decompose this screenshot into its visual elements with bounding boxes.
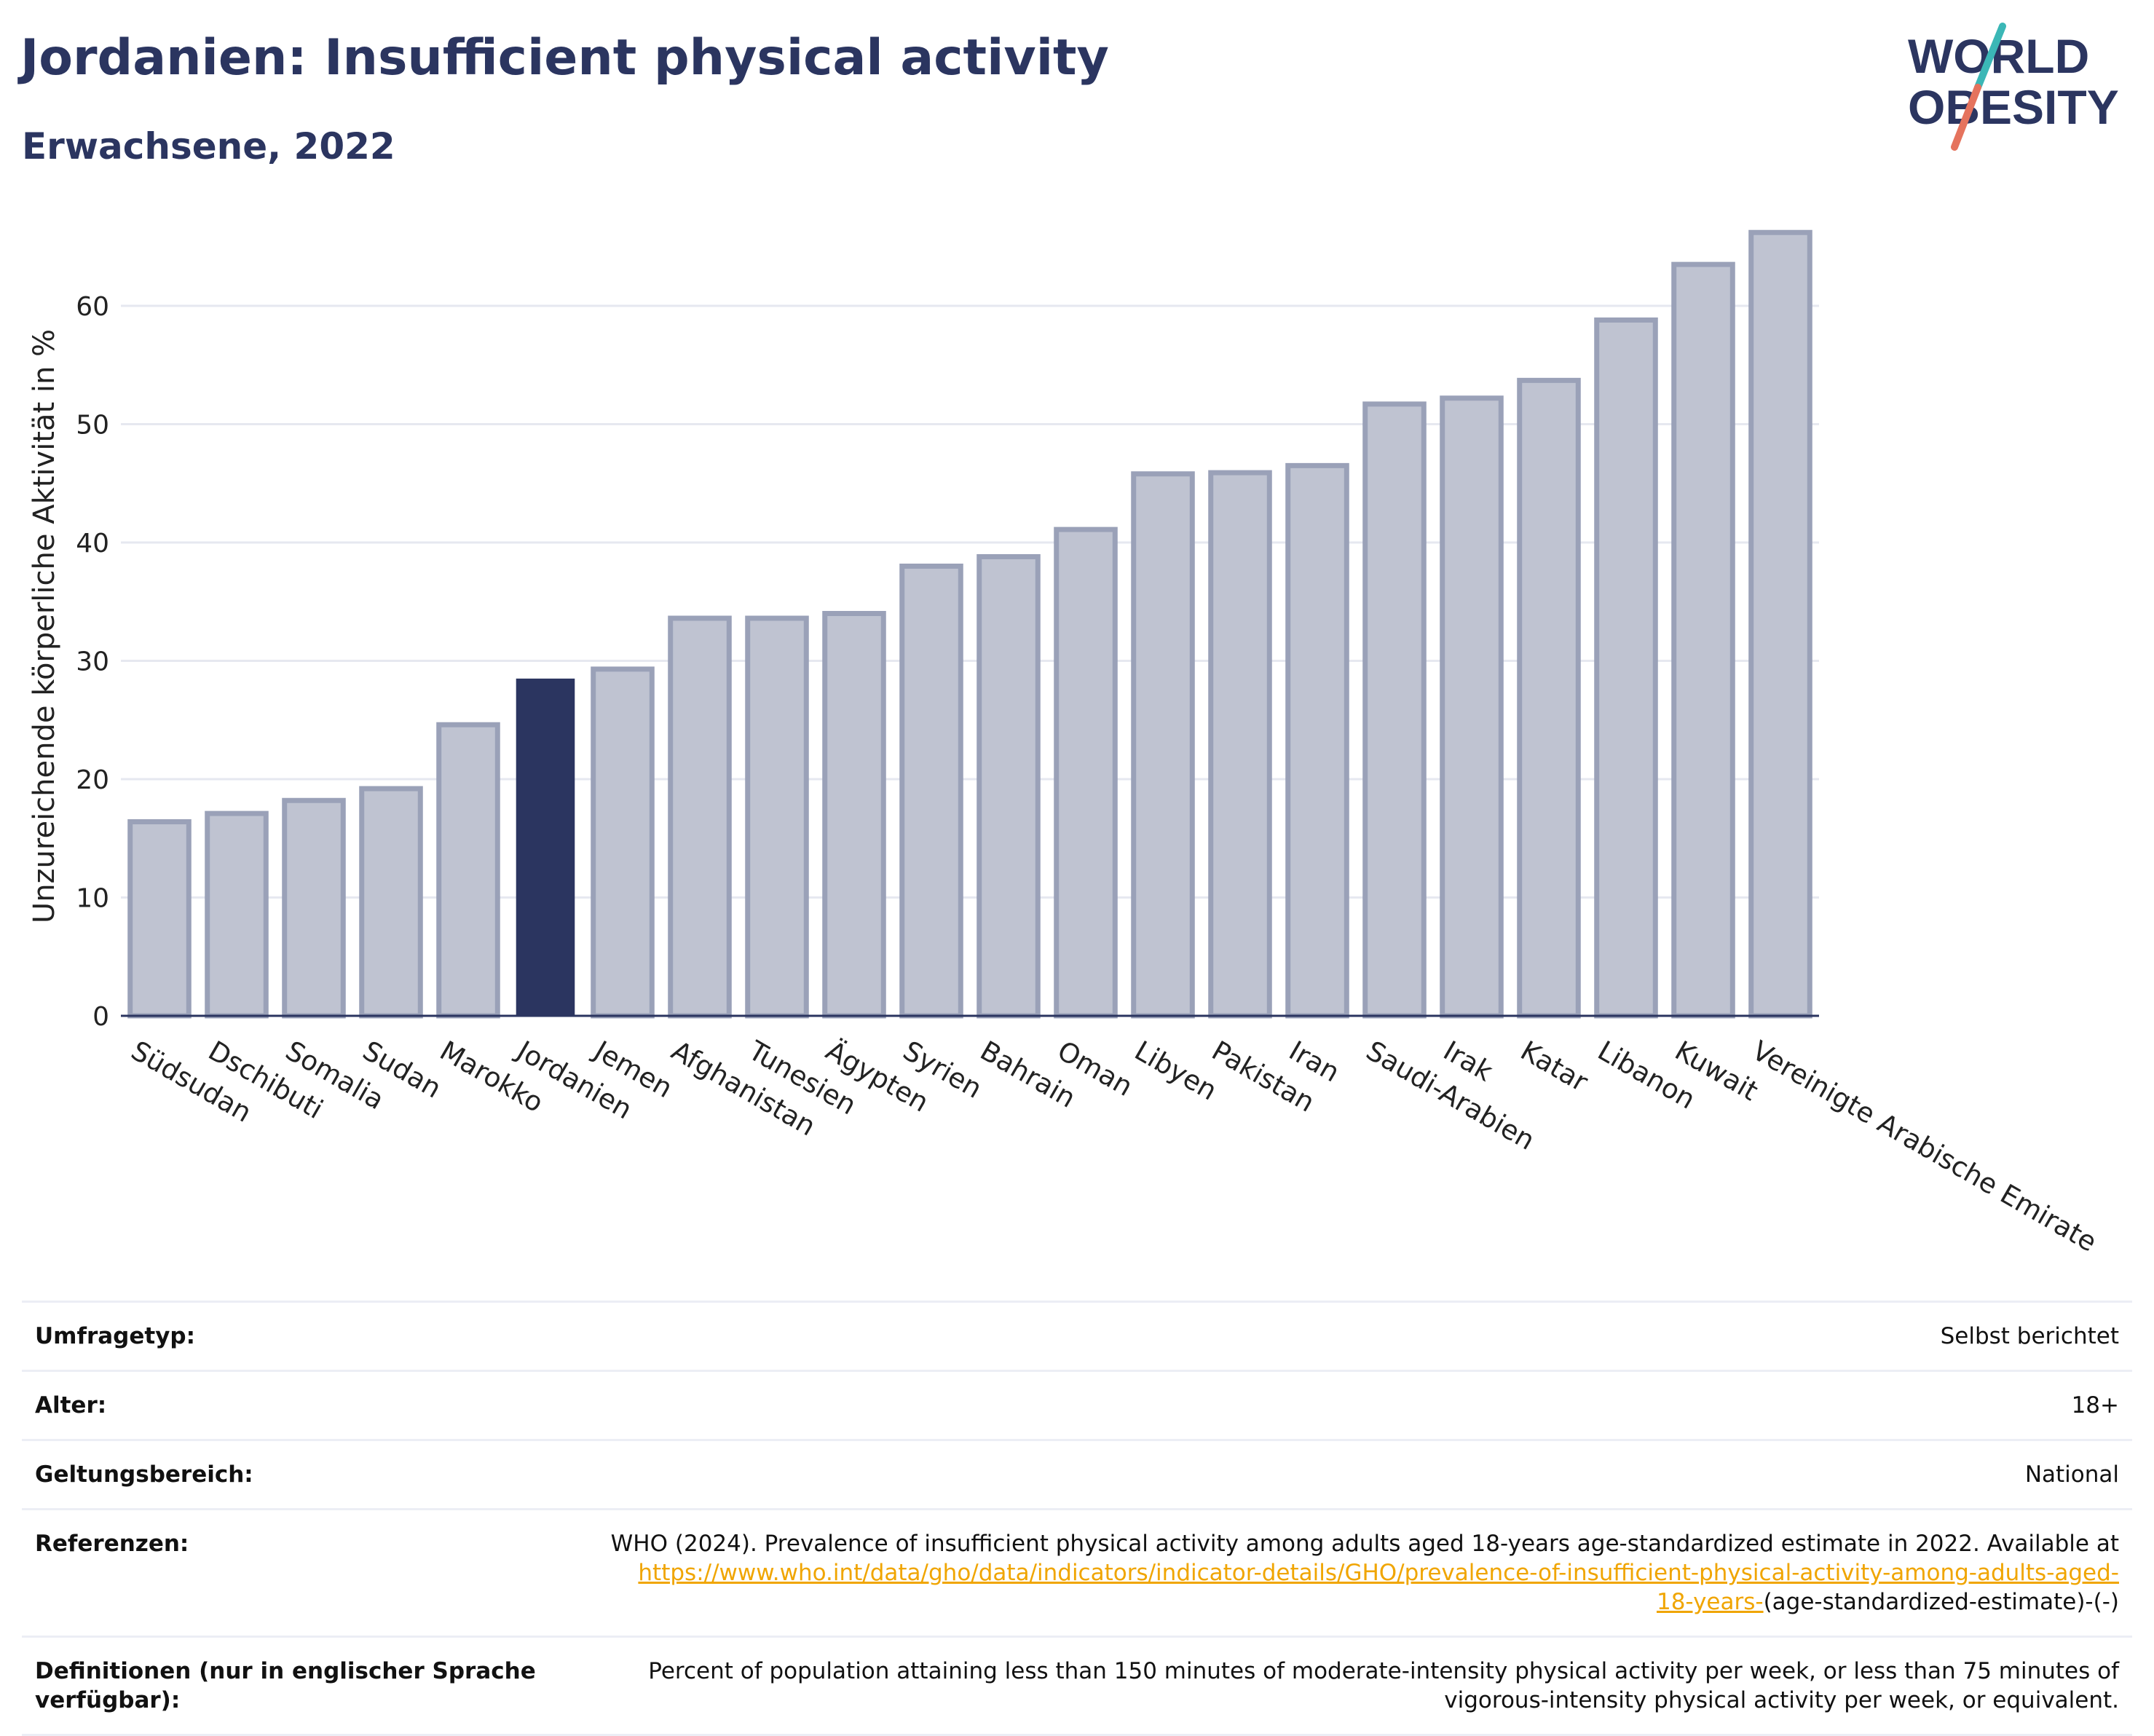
bar-tunesien bbox=[745, 615, 809, 1019]
bar-pakistan bbox=[1208, 470, 1272, 1019]
references-suffix: (age-standardized-estimate)-(-) bbox=[1763, 1589, 2119, 1615]
info-label: Referenzen: bbox=[35, 1531, 189, 1557]
bar-südsudan bbox=[127, 819, 192, 1019]
bar-chart: 0 10 20 30 40 50 60 SüdsudanDschibutiSomaliaSu… bbox=[28, 229, 2102, 1258]
page-subtitle: Erwachsene, 2022 bbox=[22, 125, 395, 167]
bar-marokko bbox=[436, 722, 500, 1019]
info-label: Alter: bbox=[35, 1392, 107, 1419]
y-axis-label: Unzureichende körperliche Aktivität in % bbox=[28, 329, 61, 923]
bar-libyen bbox=[1131, 471, 1195, 1019]
bar-afghanistan bbox=[668, 615, 732, 1019]
x-tick-label: Libyen bbox=[1129, 1035, 1223, 1106]
bar-kuwait bbox=[1671, 261, 1735, 1019]
info-row-definitions: Definitionen (nur in englischer Sprache … bbox=[22, 1636, 2132, 1735]
y-tick-label: 10 bbox=[76, 884, 109, 914]
y-tick-label: 40 bbox=[76, 529, 109, 559]
reference-link-part1: https://www.who.int/data/gho/data/indica… bbox=[638, 1560, 2119, 1586]
bar-syrien bbox=[899, 564, 963, 1019]
info-label: Definitionen (nur in englischer Sprache … bbox=[35, 1658, 536, 1713]
references-text: WHO (2024). Prevalence of insufficient p… bbox=[610, 1531, 2119, 1557]
bar-somalia bbox=[282, 797, 346, 1019]
bar-saudi-arabien bbox=[1362, 401, 1427, 1019]
info-table: Umfragetyp: Selbst berichtet Alter: 18+ … bbox=[22, 1301, 2132, 1736]
logo-slash-coral bbox=[1951, 84, 1981, 151]
y-tick-label: 0 bbox=[92, 1002, 109, 1032]
bar-oman bbox=[1054, 526, 1118, 1019]
info-value: 18+ bbox=[2071, 1392, 2119, 1419]
bar-jemen bbox=[591, 666, 655, 1019]
bar-irak bbox=[1440, 395, 1504, 1019]
y-tick-label: 30 bbox=[76, 647, 109, 677]
reference-link[interactable]: https://www.who.int/data/gho/data/indica… bbox=[638, 1560, 2119, 1615]
info-value: National bbox=[2024, 1461, 2119, 1488]
info-label: Umfragetyp: bbox=[35, 1323, 195, 1349]
y-tick-label: 60 bbox=[76, 292, 109, 322]
info-value: Percent of population attaining less tha… bbox=[648, 1658, 2119, 1713]
info-row-survey-type: Umfragetyp: Selbst berichtet bbox=[22, 1301, 2132, 1371]
references-value: WHO (2024). Prevalence of insufficient p… bbox=[558, 1510, 2132, 1637]
x-tick-label: Vereinigte Arabische Emirate bbox=[1747, 1035, 2102, 1258]
info-row-age: Alter: 18+ bbox=[22, 1370, 2132, 1440]
y-tick-label: 50 bbox=[76, 411, 109, 441]
logo-word-obesity: OBESITY bbox=[1908, 80, 2119, 134]
x-tick-label: Katar bbox=[1515, 1035, 1594, 1098]
bar-jordanien bbox=[516, 678, 575, 1016]
bar-katar bbox=[1517, 377, 1581, 1019]
page-title: Jordanien: Insufficient physical activit… bbox=[20, 29, 1109, 87]
info-value: Selbst berichtet bbox=[1940, 1323, 2119, 1349]
world-obesity-logo: WORLD OBESITY bbox=[1908, 23, 2119, 151]
bars bbox=[127, 229, 1812, 1019]
y-tick-label: 20 bbox=[76, 765, 109, 795]
bar-libanon bbox=[1594, 317, 1658, 1019]
bar-bahrain bbox=[977, 554, 1041, 1019]
y-axis-ticks: 0 10 20 30 40 50 60 bbox=[76, 292, 109, 1032]
info-row-references: Referenzen: WHO (2024). Prevalence of in… bbox=[22, 1509, 2132, 1637]
info-row-scope: Geltungsbereich: National bbox=[22, 1440, 2132, 1510]
x-axis-labels: SüdsudanDschibutiSomaliaSudanMarokkoJord… bbox=[126, 1034, 2102, 1258]
bar-iran bbox=[1285, 462, 1349, 1019]
reference-link-part2: 18-years- bbox=[1656, 1589, 1764, 1615]
bar-vereinigte-arabische-emirate bbox=[1748, 229, 1812, 1019]
bar-ägypten bbox=[822, 611, 886, 1019]
info-label: Geltungsbereich: bbox=[35, 1461, 253, 1488]
logo-slash-teal bbox=[1974, 23, 2006, 91]
bar-sudan bbox=[359, 786, 423, 1019]
bar-dschibuti bbox=[205, 810, 269, 1019]
